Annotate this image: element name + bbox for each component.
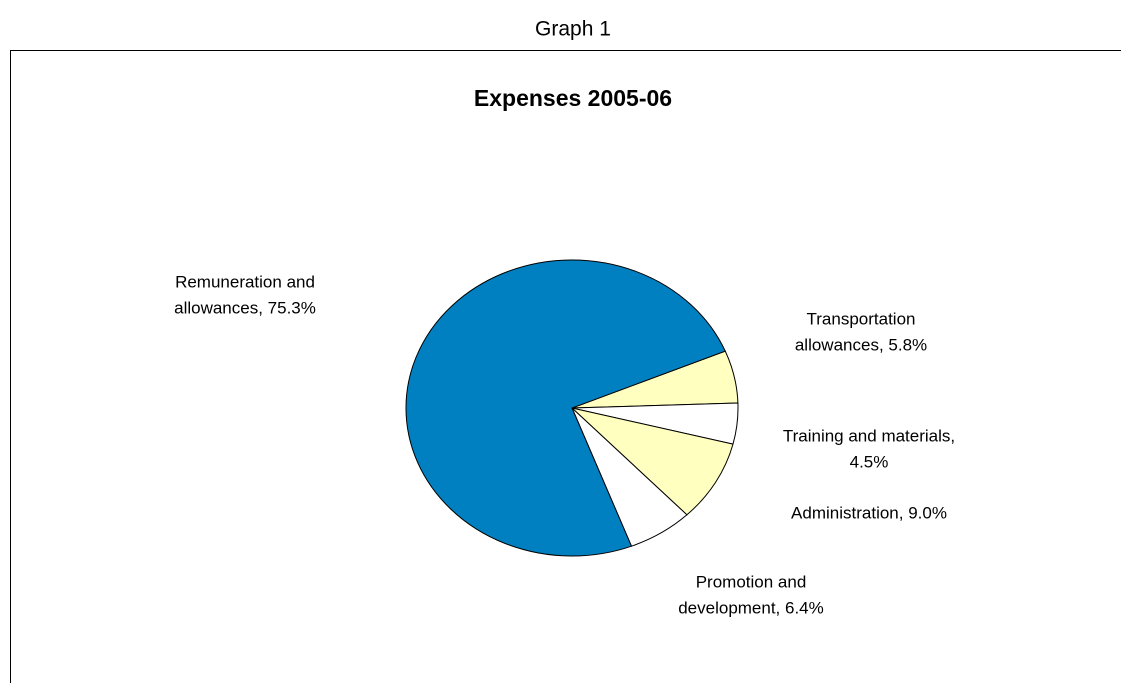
slice-label: allowances, 5.8% xyxy=(795,335,927,354)
slice-label: Promotion and xyxy=(696,572,807,591)
pie-slice xyxy=(405,259,726,557)
chart-title: Expenses 2005-06 xyxy=(474,85,672,111)
slice-label: 4.5% xyxy=(850,452,889,471)
chart-frame xyxy=(10,50,1121,683)
slice-label: allowances, 75.3% xyxy=(174,298,316,317)
slice-label: Remuneration and xyxy=(175,272,315,291)
heading: Graph 1 xyxy=(535,18,611,41)
slice-label: development, 6.4% xyxy=(678,598,824,617)
slice-label: Training and materials, xyxy=(783,426,955,445)
pie-slice xyxy=(570,407,734,516)
slice-label: Transportation xyxy=(807,309,916,328)
slice-label: Administration, 9.0% xyxy=(791,503,947,522)
